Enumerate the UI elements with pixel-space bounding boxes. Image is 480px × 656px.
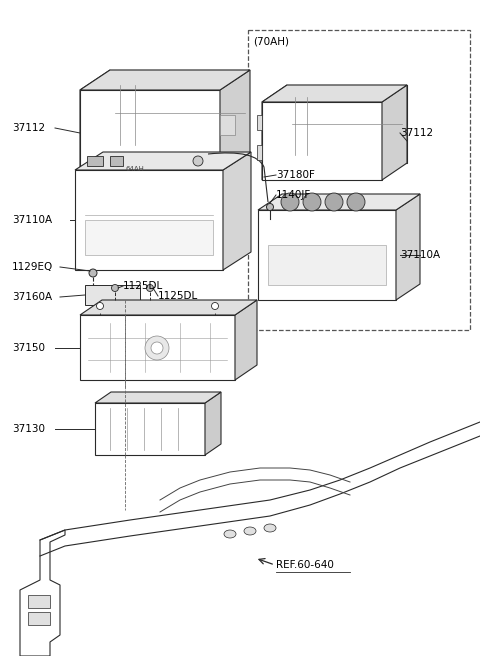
Circle shape	[347, 193, 365, 211]
Polygon shape	[28, 612, 50, 625]
Circle shape	[193, 156, 203, 166]
Polygon shape	[220, 70, 250, 175]
Polygon shape	[220, 115, 235, 135]
Circle shape	[325, 193, 343, 211]
Polygon shape	[382, 85, 407, 180]
Polygon shape	[257, 145, 262, 160]
Ellipse shape	[224, 530, 236, 538]
Polygon shape	[95, 392, 221, 403]
Text: REF.60-640: REF.60-640	[276, 560, 334, 570]
Circle shape	[146, 285, 154, 291]
Polygon shape	[80, 90, 220, 175]
Polygon shape	[20, 530, 65, 656]
Polygon shape	[235, 300, 257, 380]
Polygon shape	[87, 156, 103, 166]
Circle shape	[266, 203, 274, 211]
Text: 37130: 37130	[12, 424, 45, 434]
Circle shape	[96, 302, 104, 310]
Ellipse shape	[244, 527, 256, 535]
Polygon shape	[268, 245, 386, 285]
Polygon shape	[287, 85, 407, 163]
Polygon shape	[205, 392, 221, 455]
Polygon shape	[258, 210, 396, 300]
Text: 37112: 37112	[400, 128, 433, 138]
Text: (70AH): (70AH)	[253, 37, 289, 47]
Circle shape	[145, 336, 169, 360]
Circle shape	[151, 342, 163, 354]
Text: 37150: 37150	[12, 343, 45, 353]
Text: 1125DL: 1125DL	[123, 281, 163, 291]
Polygon shape	[95, 403, 205, 455]
Polygon shape	[223, 152, 251, 270]
Polygon shape	[80, 315, 235, 380]
Polygon shape	[110, 70, 250, 155]
Polygon shape	[258, 194, 420, 210]
Polygon shape	[257, 115, 262, 130]
Polygon shape	[262, 85, 287, 180]
Text: 37160A: 37160A	[12, 292, 52, 302]
Text: 1129EQ: 1129EQ	[12, 262, 53, 272]
Circle shape	[303, 193, 321, 211]
Polygon shape	[396, 194, 420, 300]
Circle shape	[212, 302, 218, 310]
Polygon shape	[80, 300, 257, 315]
Polygon shape	[85, 220, 213, 255]
Text: 37110A: 37110A	[12, 215, 52, 225]
Ellipse shape	[264, 524, 276, 532]
Polygon shape	[262, 102, 382, 180]
Circle shape	[111, 285, 119, 291]
Polygon shape	[262, 85, 407, 102]
Text: 1140JF: 1140JF	[276, 190, 311, 200]
Polygon shape	[110, 156, 123, 166]
Circle shape	[89, 269, 97, 277]
Text: 37110A: 37110A	[400, 250, 440, 260]
Text: 37112: 37112	[12, 123, 45, 133]
Text: 1125DL: 1125DL	[158, 291, 198, 301]
Polygon shape	[80, 70, 110, 175]
Text: 37180F: 37180F	[276, 170, 315, 180]
Polygon shape	[75, 170, 223, 270]
Polygon shape	[85, 285, 140, 305]
Polygon shape	[28, 595, 50, 608]
Circle shape	[281, 193, 299, 211]
Text: 64AH: 64AH	[126, 166, 144, 172]
FancyBboxPatch shape	[248, 30, 470, 330]
Polygon shape	[75, 152, 251, 170]
Polygon shape	[80, 70, 250, 90]
